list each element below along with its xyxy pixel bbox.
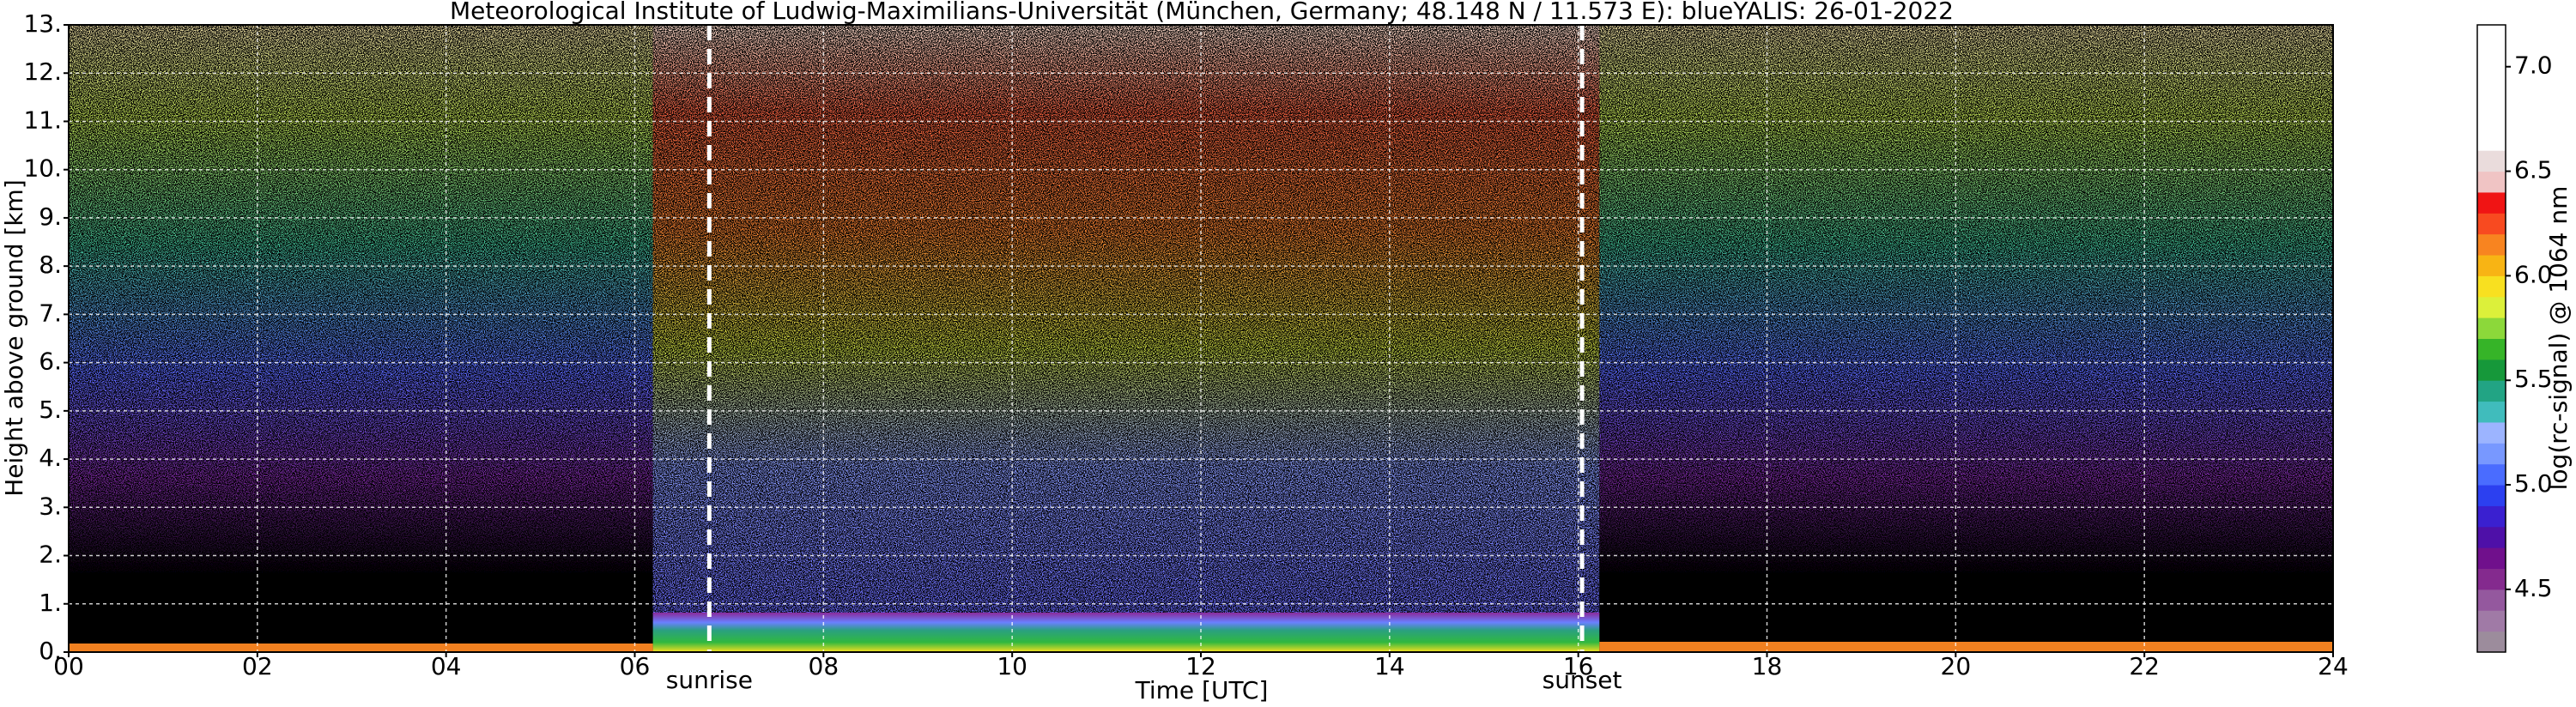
y-tick-label: 9. xyxy=(39,202,62,231)
colorbar-segment xyxy=(2477,108,2506,130)
colorbar-segment xyxy=(2477,129,2506,151)
colorbar-segment xyxy=(2477,421,2506,444)
y-tick-label: 1. xyxy=(39,589,62,617)
colorbar-segment xyxy=(2477,505,2506,528)
x-tick-label: 08 xyxy=(809,652,839,680)
colorbar-segment xyxy=(2477,233,2506,256)
y-tick-label: 12. xyxy=(23,57,62,86)
annotation-label: sunset xyxy=(1543,666,1622,694)
colorbar-segment xyxy=(2477,317,2506,339)
y-tick-label: 6. xyxy=(39,347,62,376)
colorbar-segment xyxy=(2477,380,2506,402)
x-tick-label: 00 xyxy=(53,652,84,680)
colorbar-segment xyxy=(2477,150,2506,172)
colorbar-segment xyxy=(2477,255,2506,276)
x-tick-label: 16 xyxy=(1563,652,1594,680)
x-tick-label: 18 xyxy=(1752,652,1783,680)
colorbar-segment xyxy=(2477,463,2506,486)
colorbar-tick-label: 5.0 xyxy=(2514,469,2553,498)
y-tick-label: 8. xyxy=(39,251,62,279)
colorbar-segment xyxy=(2477,213,2506,235)
colorbar-segment xyxy=(2477,526,2506,548)
plot-area xyxy=(69,25,2333,652)
x-tick-label: 02 xyxy=(242,652,273,680)
colorbar-segment xyxy=(2477,275,2506,298)
y-tick-label: 2. xyxy=(39,541,62,569)
colorbar-label: log(rc-signal) @ 1064 nm xyxy=(2544,186,2573,491)
signal-day xyxy=(652,25,1600,615)
colorbar-tick-label: 7.0 xyxy=(2514,51,2553,80)
plot-frame xyxy=(68,24,2334,653)
signal-night xyxy=(69,25,653,652)
colorbar-segment xyxy=(2477,631,2506,653)
x-tick-label: 14 xyxy=(1374,652,1405,680)
colorbar-segment xyxy=(2477,45,2506,68)
y-tick-label: 0. xyxy=(39,637,62,665)
x-tick-label: 22 xyxy=(2129,652,2160,680)
chart-title: Meteorological Institute of Ludwig-Maxim… xyxy=(450,0,1954,25)
y-tick-label: 5. xyxy=(39,396,62,424)
colorbar-frame xyxy=(2476,24,2506,653)
colorbar-segment xyxy=(2477,88,2506,109)
colorbar-segment xyxy=(2477,589,2506,611)
colorbar-segment xyxy=(2477,443,2506,465)
colorbar-segment xyxy=(2477,610,2506,632)
x-axis-label: Time [UTC] xyxy=(1135,676,1269,704)
colorbar-segment xyxy=(2477,359,2506,381)
x-tick-label: 06 xyxy=(620,652,651,680)
x-tick-label: 10 xyxy=(997,652,1027,680)
signal-night xyxy=(1599,25,2333,652)
colorbar-segment xyxy=(2477,338,2506,360)
boundary-layer xyxy=(652,612,1600,652)
colorbar-segment xyxy=(2477,171,2506,193)
colorbar-tick-label: 6.0 xyxy=(2514,260,2553,288)
y-tick-label: 11. xyxy=(23,106,62,134)
colorbar-segment xyxy=(2477,401,2506,423)
colorbar-tick-label: 5.5 xyxy=(2514,365,2553,393)
x-tick-label: 12 xyxy=(1185,652,1216,680)
y-tick-label: 10. xyxy=(23,154,62,183)
y-tick-label: 7. xyxy=(39,299,62,327)
colorbar-tick-label: 6.5 xyxy=(2514,156,2553,184)
x-tick-label: 04 xyxy=(431,652,462,680)
colorbar-tick-label: 4.5 xyxy=(2514,574,2553,602)
y-axis-label: Height above ground [km] xyxy=(0,179,28,497)
y-tick-label: 13. xyxy=(23,9,62,38)
y-tick-label: 3. xyxy=(39,492,62,520)
colorbar-segment xyxy=(2477,296,2506,318)
colorbar-segment xyxy=(2477,25,2506,46)
annotation-label: sunrise xyxy=(666,666,753,694)
colorbar-segment xyxy=(2477,568,2506,590)
colorbar-segment xyxy=(2477,191,2506,214)
surface-layer xyxy=(1599,642,2333,652)
colorbar-segment xyxy=(2477,66,2506,88)
x-tick-label: 20 xyxy=(1941,652,1972,680)
y-tick-label: 4. xyxy=(39,444,62,472)
colorbar-segment xyxy=(2477,547,2506,570)
x-tick-label: 24 xyxy=(2318,652,2349,680)
surface-layer xyxy=(69,644,653,652)
colorbar-segment xyxy=(2477,485,2506,506)
